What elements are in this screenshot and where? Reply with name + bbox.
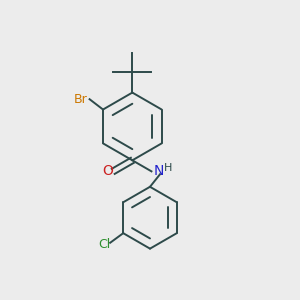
Text: H: H — [164, 163, 172, 173]
Text: Cl: Cl — [98, 238, 110, 251]
Text: O: O — [103, 164, 113, 178]
Text: Br: Br — [74, 93, 88, 106]
Text: N: N — [154, 164, 164, 178]
